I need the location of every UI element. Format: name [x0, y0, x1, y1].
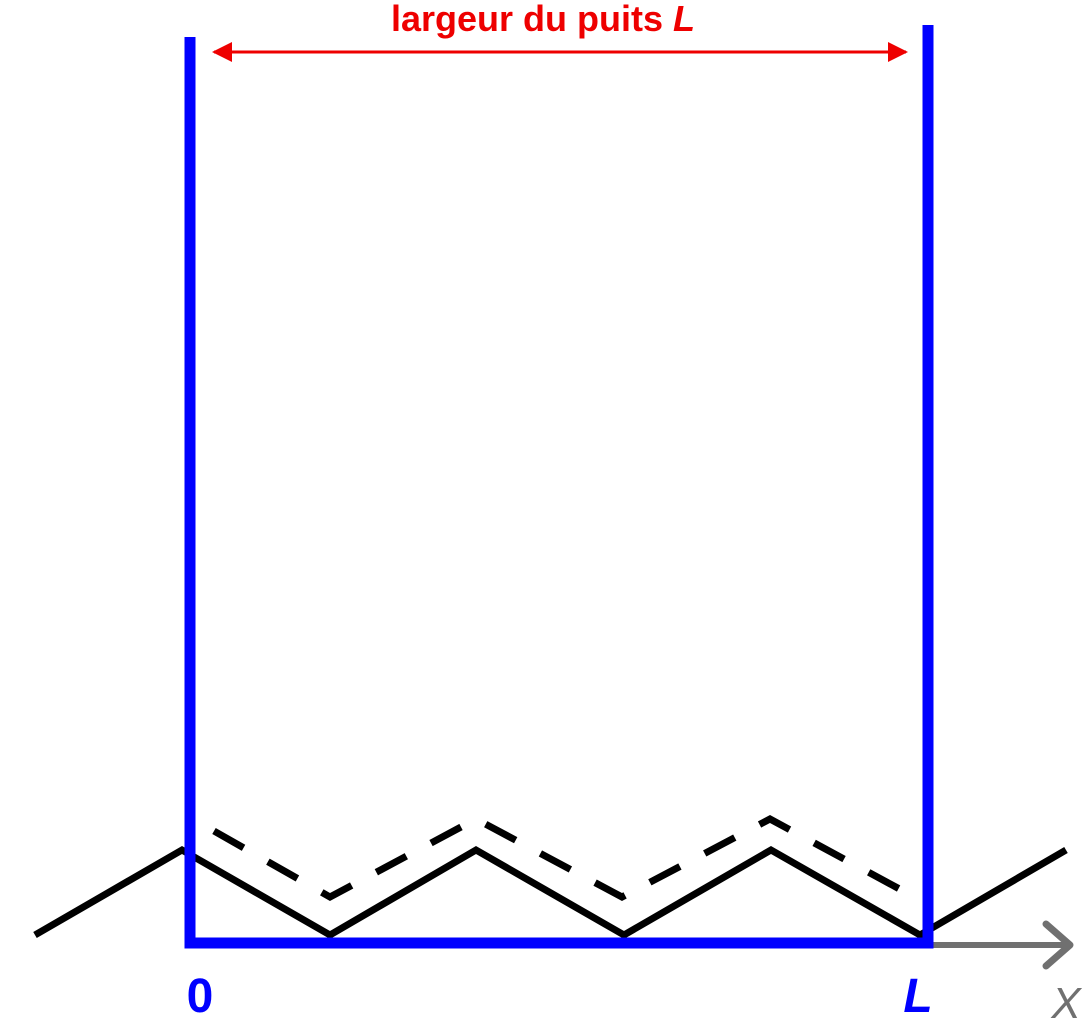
end-label: L	[903, 970, 932, 1019]
x-axis-arrowhead	[1042, 920, 1074, 970]
width-label-variable: L	[673, 0, 695, 39]
origin-label: 0	[187, 970, 214, 1019]
potential-well	[184, 25, 934, 949]
width-label: largeur du puits L	[391, 0, 695, 39]
x-axis-label: X	[1050, 979, 1082, 1019]
dashed-wavefunction	[212, 815, 920, 903]
width-label-text: largeur du puits	[391, 0, 673, 39]
solid-wavefunction	[33, 845, 1068, 940]
